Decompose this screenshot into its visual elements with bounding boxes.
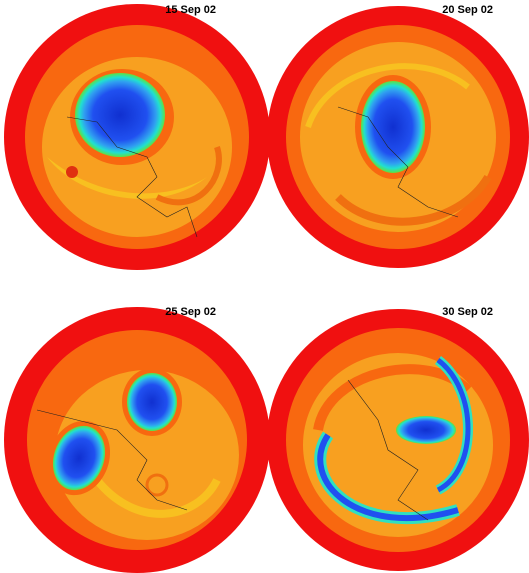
map-panel <box>4 307 270 573</box>
map-panel <box>267 309 529 571</box>
coastline <box>66 116 198 238</box>
ozone-hole <box>75 73 165 157</box>
panel-date: 30 Sep 02 <box>442 306 493 318</box>
map-panel <box>267 6 529 268</box>
panel-date: 20 Sep 02 <box>442 4 493 16</box>
coastline <box>347 379 429 521</box>
coastline <box>36 409 188 511</box>
swirl <box>155 146 222 206</box>
swirl <box>305 63 470 129</box>
ozone-filament <box>317 433 459 522</box>
swirl <box>66 166 78 178</box>
map-panel <box>4 4 270 270</box>
panel-date: 25 Sep 02 <box>165 306 216 318</box>
swirl <box>335 174 492 226</box>
ozone-hole <box>52 425 106 491</box>
ozone-hole <box>127 373 177 431</box>
ozone-filament <box>436 358 471 493</box>
swirl <box>93 477 221 518</box>
panel-date: 15 Sep 02 <box>165 4 216 16</box>
swirl <box>145 473 169 497</box>
ozone-hole <box>396 416 456 444</box>
ozone-hole <box>361 81 425 173</box>
coastline <box>337 106 459 218</box>
swirl <box>55 370 239 540</box>
